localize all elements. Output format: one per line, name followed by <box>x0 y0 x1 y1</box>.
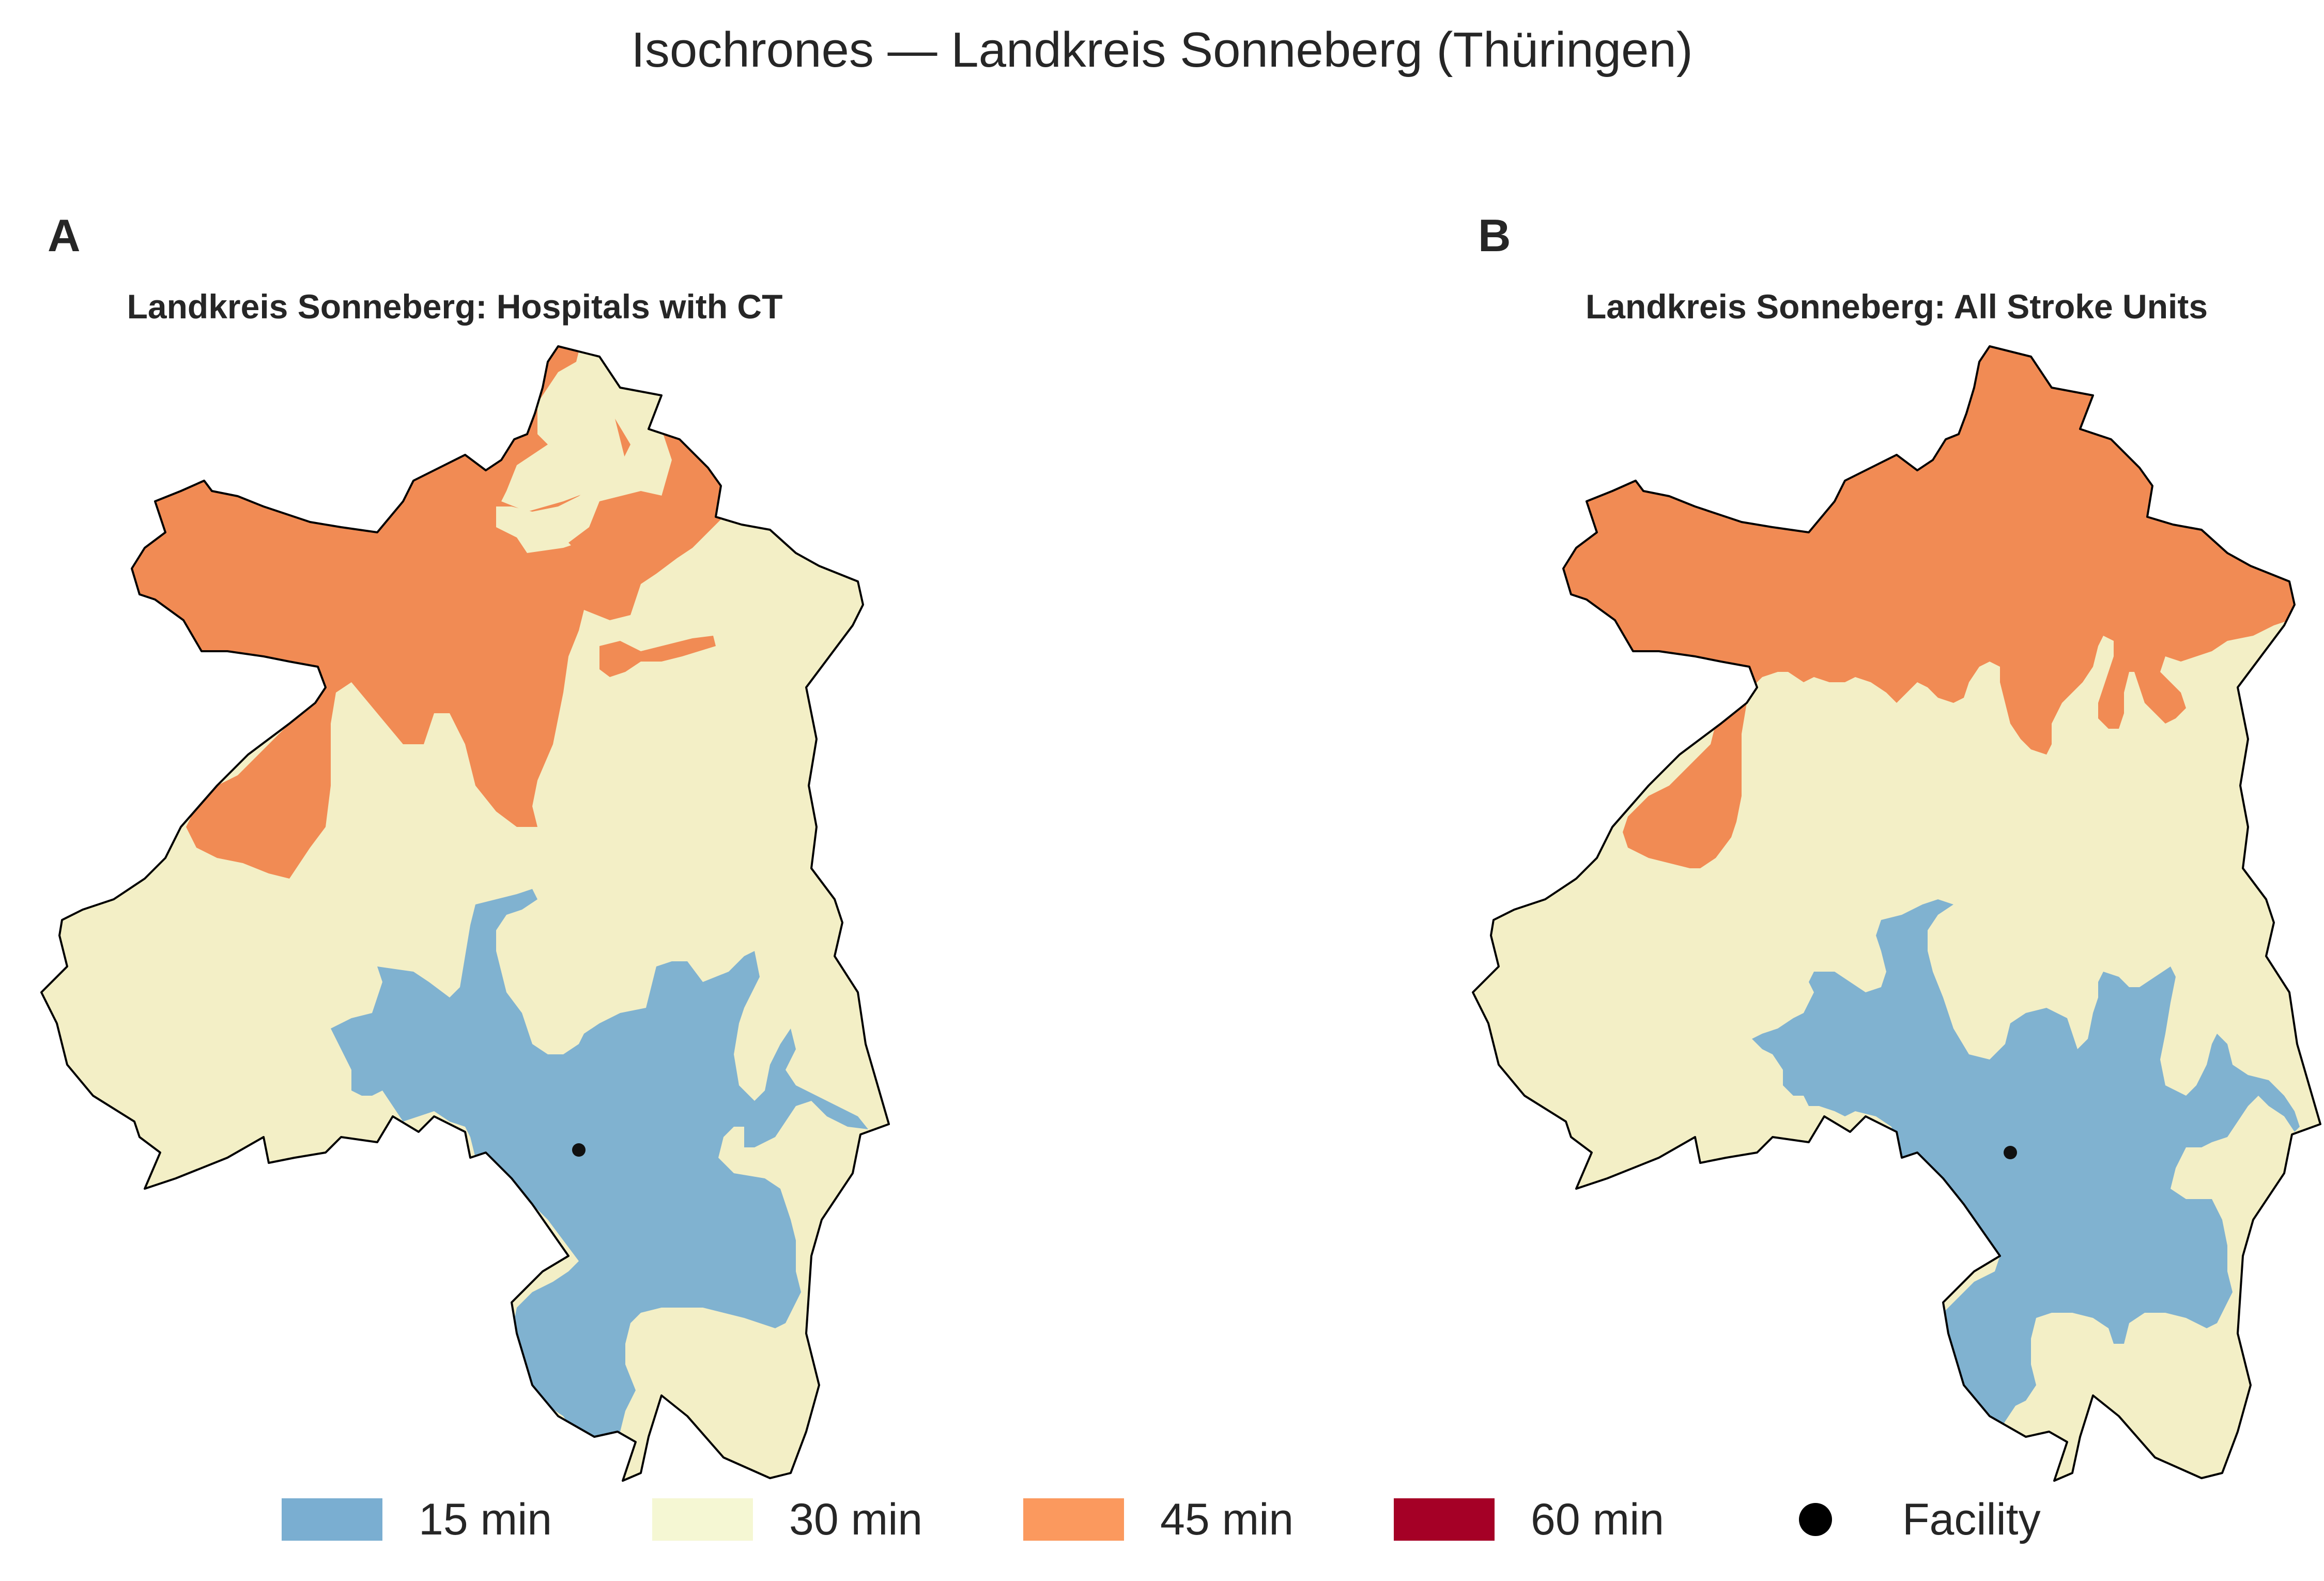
panel-b-facility-marker <box>2004 1146 2017 1159</box>
legend-label-60min: 60 min <box>1531 1494 1665 1544</box>
legend-swatch-60min <box>1394 1498 1495 1541</box>
legend-item-30min: 30 min <box>652 1488 922 1551</box>
panel-a-title: Landkreis Sonneberg: Hospitals with CT <box>127 287 783 326</box>
panel-a-map <box>40 345 890 1482</box>
panel-b-letter: B <box>1478 210 1511 261</box>
panel-a-zone-15min <box>331 889 868 1437</box>
panel-b-map <box>1472 345 2321 1482</box>
legend-swatch-15min <box>282 1498 382 1541</box>
legend-label-15min: 15 min <box>419 1494 552 1544</box>
panel-b-zone-15min <box>1752 899 2300 1432</box>
panel-a-zone-45min-strip <box>599 636 716 677</box>
panel-b-title: Landkreis Sonneberg: All Stroke Units <box>1585 287 2208 326</box>
panel-a-district-border <box>40 345 890 1482</box>
legend-label-45min: 45 min <box>1160 1494 1294 1544</box>
legend-label-facility: Facility <box>1902 1494 2041 1544</box>
legend-item-45min: 45 min <box>1023 1488 1294 1551</box>
legend-swatch-30min <box>652 1498 753 1541</box>
legend-facility-marker-icon <box>1799 1503 1832 1536</box>
legend: 15 min 30 min 45 min 60 min Facility <box>0 1488 2324 1551</box>
panel-a-letter: A <box>48 210 81 261</box>
panel-a-facility-marker <box>572 1143 586 1157</box>
legend-item-facility: Facility <box>1765 1488 2041 1551</box>
legend-item-15min: 15 min <box>282 1488 552 1551</box>
legend-label-30min: 30 min <box>789 1494 923 1544</box>
panel-b-district-border <box>1472 345 2321 1482</box>
panel-a-zone-45min-island <box>568 491 672 610</box>
legend-swatch-45min <box>1023 1498 1124 1541</box>
figure-title: Isochrones — Landkreis Sonneberg (Thürin… <box>631 22 1693 78</box>
legend-item-60min: 60 min <box>1394 1488 1664 1551</box>
